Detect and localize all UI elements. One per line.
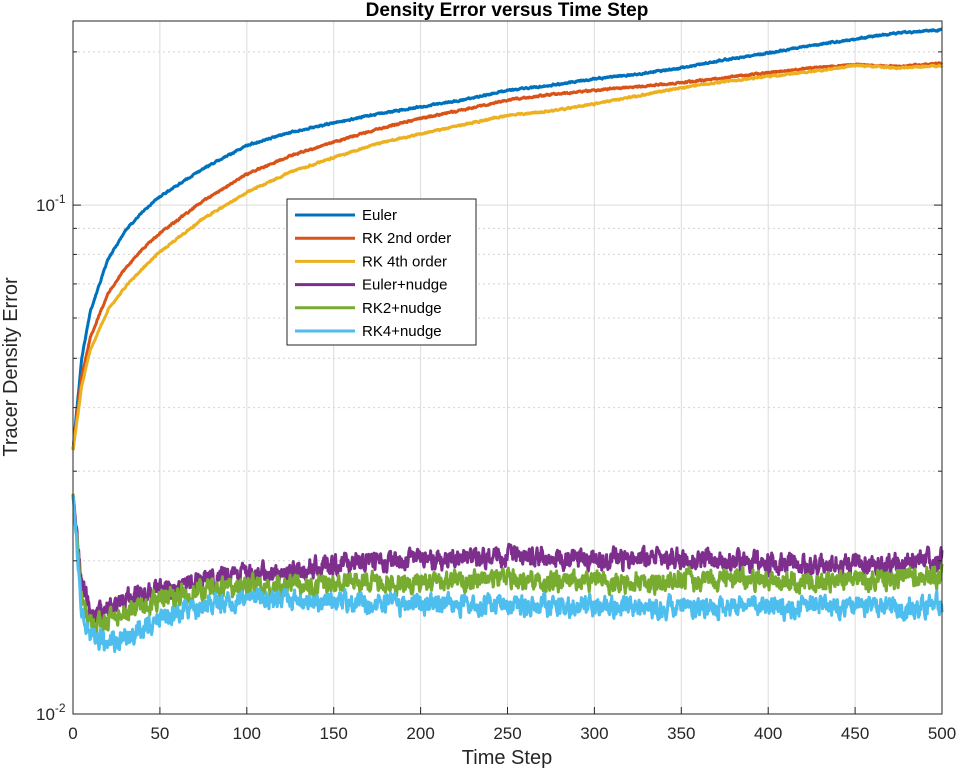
x-tick-label: 400 xyxy=(754,724,782,743)
series-line xyxy=(71,495,944,653)
y-tick-label: 10-1 xyxy=(36,192,66,215)
series-line xyxy=(71,494,944,624)
legend-entry-label: RK4+nudge xyxy=(362,323,442,340)
x-tick-label: 0 xyxy=(68,724,77,743)
legend-entry-label: Euler xyxy=(362,207,397,224)
x-tick-label: 300 xyxy=(580,724,608,743)
series-line xyxy=(71,63,944,451)
legend-entry-label: Euler+nudge xyxy=(362,277,448,294)
x-axis-label: Time Step xyxy=(462,747,552,769)
legend-entry-label: RK 4th order xyxy=(362,253,447,270)
legend: Euler RK 2nd order RK 4th order Euler+nudge… xyxy=(286,198,477,346)
series-line xyxy=(71,493,944,641)
legend-entry-label: RK2+nudge xyxy=(362,300,442,317)
x-tick-label: 250 xyxy=(493,724,521,743)
tick-layer: 0 50 100 150 200 250 300 350 400 450 500 10-2 10-1 xyxy=(36,51,956,743)
legend-entry-label: RK 2nd order xyxy=(362,230,451,247)
x-tick-label: 150 xyxy=(320,724,348,743)
y-tick-label: 10-2 xyxy=(36,701,66,724)
x-tick-label: 50 xyxy=(150,724,169,743)
x-tick-label: 500 xyxy=(928,724,956,743)
series-line xyxy=(71,61,944,451)
x-tick-label: 200 xyxy=(406,724,434,743)
x-tick-label: 350 xyxy=(667,724,695,743)
series-line xyxy=(71,27,944,451)
chart-title: Density Error versus Time Step xyxy=(366,0,649,21)
x-tick-label: 450 xyxy=(841,724,869,743)
y-axis-label: Tracer Density Error xyxy=(0,277,22,457)
series-layer xyxy=(71,27,944,653)
legend-box xyxy=(286,198,477,346)
x-tick-label: 100 xyxy=(233,724,261,743)
